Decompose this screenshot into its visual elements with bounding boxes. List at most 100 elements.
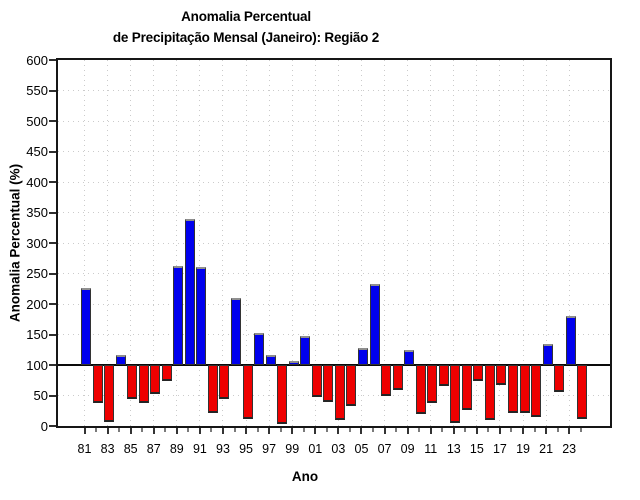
bar-08 [392,365,403,390]
y-tick-500 [49,120,56,122]
y-gridline-550 [58,90,610,91]
x-tick-11 [429,428,432,434]
bar-88 [161,365,172,382]
bar-86 [138,365,149,404]
bar-17 [496,365,507,386]
x-gridline-89 [176,60,178,426]
bar-07 [381,365,392,397]
bar-02 [323,365,334,403]
bar-83 [104,365,115,423]
x-tick-label-19: 19 [516,442,530,456]
x-tick-07 [383,428,386,434]
x-tick-92 [210,428,213,432]
bar-06 [369,284,380,365]
x-tick-label-81: 81 [77,442,92,456]
bar-99 [288,360,299,365]
x-tick-label-89: 89 [169,442,184,456]
y-tick-label-200: 200 [26,296,48,312]
y-tick-350 [49,211,56,214]
x-tick-label-91: 91 [192,442,207,456]
chart-title-line1: Anomalia Percentual [181,9,311,24]
y-tick-label-250: 250 [26,266,48,281]
x-tick-label-21: 21 [539,442,554,456]
x-tick-96 [256,428,259,432]
x-tick-85 [129,428,132,434]
bar-90 [184,218,195,365]
x-tick-22 [556,428,559,432]
y-tick-450 [49,150,56,153]
y-tick-600 [49,59,56,61]
y-gridline-250 [58,273,610,274]
x-tick-17 [498,428,501,434]
x-tick-09 [406,428,409,434]
bar-81 [81,287,91,365]
bar-13 [450,365,461,423]
y-tick-label-400: 400 [26,174,48,190]
x-tick-label-03: 03 [331,442,346,456]
x-tick-label-85: 85 [123,442,138,456]
y-tick-label-350: 350 [26,205,48,220]
bar-85 [127,365,138,399]
y-tick-label-300: 300 [26,235,48,251]
x-tick-16 [487,428,490,432]
x-gridline-09 [407,60,409,426]
y-tick-550 [49,89,56,92]
x-tick-01 [314,428,317,434]
x-tick-label-87: 87 [146,442,161,456]
x-gridline-19 [522,60,524,426]
x-tick-98 [279,428,282,432]
y-tick-100 [49,364,56,366]
x-tick-95 [245,428,248,434]
y-gridline-150 [58,334,610,335]
x-gridline-83 [107,60,109,426]
x-gridline-97 [268,60,270,426]
bar-10 [415,365,426,414]
bar-09 [404,350,415,365]
x-gridline-85 [130,60,132,426]
bar-91 [196,267,207,365]
x-tick-label-07: 07 [377,442,392,456]
x-gridline-03 [337,60,339,426]
y-gridline-450 [58,151,610,152]
x-tick-13 [452,428,455,434]
x-tick-00 [302,428,305,432]
x-tick-82 [95,428,98,432]
y-tick-label-100: 100 [26,357,48,373]
x-tick-05 [360,428,363,434]
x-gridline-81 [84,60,85,426]
x-tick-83 [106,428,109,434]
x-tick-97 [268,428,271,434]
x-tick-06 [372,428,374,432]
y-tick-400 [49,181,56,183]
x-tick-02 [325,428,328,432]
x-tick-label-95: 95 [239,442,253,456]
x-tick-24 [579,428,582,432]
x-tick-81 [83,428,86,434]
bar-15 [473,365,484,382]
x-tick-label-97: 97 [262,442,277,456]
x-tick-label-17: 17 [492,442,507,456]
x-tick-93 [221,428,224,434]
x-gridline-17 [499,60,501,426]
bar-82 [92,365,103,404]
x-tick-21 [545,428,548,434]
bar-19 [519,365,530,413]
y-tick-label-0: 0 [40,418,48,434]
x-tick-88 [164,428,167,432]
x-tick-label-13: 13 [446,442,461,456]
bar-93 [219,365,230,399]
bar-23 [565,316,576,365]
x-tick-91 [198,428,201,434]
x-tick-19 [522,428,525,434]
y-tick-label-50: 50 [33,388,48,403]
y-gridline-300 [58,242,610,244]
baseline-100pct [58,364,610,366]
bar-14 [461,365,472,411]
y-tick-label-450: 450 [26,144,48,159]
bar-87 [150,365,161,395]
y-tick-300 [49,242,56,244]
y-tick-0 [49,425,56,427]
y-gridline-400 [58,181,610,183]
x-tick-08 [395,428,398,432]
x-tick-86 [141,428,144,432]
